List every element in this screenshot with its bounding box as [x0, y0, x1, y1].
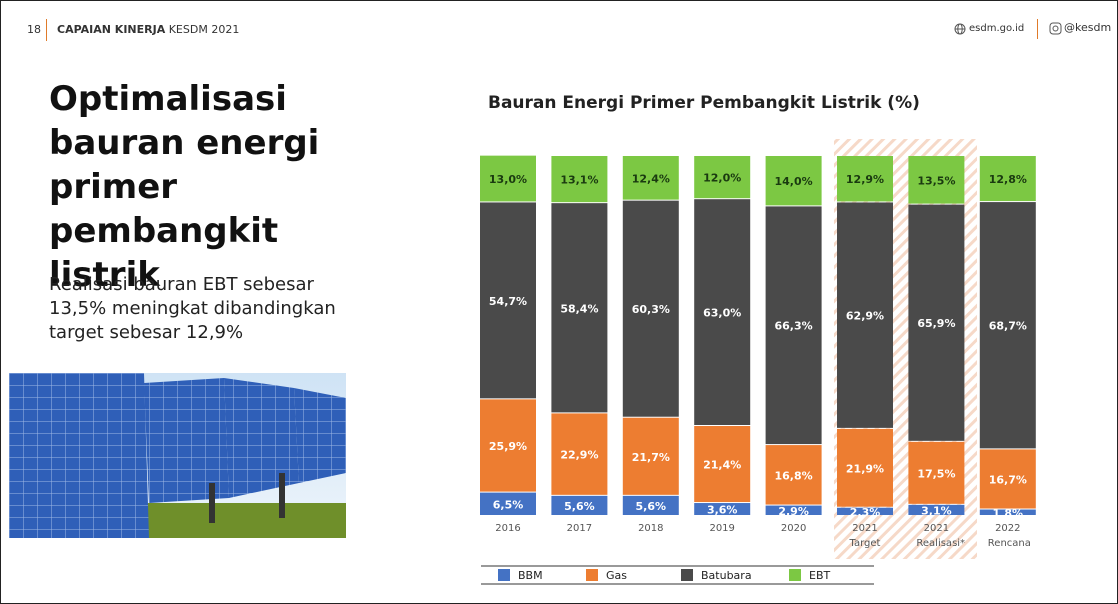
value-label: 21,4%: [703, 459, 741, 472]
value-label: 3,6%: [707, 504, 738, 517]
value-label: 16,7%: [989, 473, 1027, 486]
header-title: CAPAIAN KINERJA KESDM 2021: [57, 23, 239, 36]
value-label: 3,1%: [921, 504, 952, 517]
bar-segment: [908, 204, 965, 441]
description: Realisasi bauran EBT sebesar 13,5% menin…: [49, 274, 336, 343]
value-label: 12,4%: [632, 172, 670, 185]
bar-segment: [837, 428, 893, 507]
value-label: 13,0%: [489, 173, 527, 186]
value-label: 12,8%: [989, 173, 1027, 186]
x-tick-label: 2022 Rencana: [987, 523, 1031, 549]
bar-segment: [551, 495, 608, 515]
globe-icon: [954, 23, 966, 35]
divider: [46, 19, 47, 41]
bar-segment: [908, 441, 965, 504]
bar-segment: [837, 156, 893, 202]
bar-segment: [908, 504, 965, 515]
bar-segment: [480, 155, 536, 202]
value-label: 58,4%: [560, 302, 598, 315]
divider: [1037, 19, 1038, 39]
page-number: 18: [27, 23, 41, 36]
legend-swatch: [681, 569, 693, 581]
x-tick-label: 2021 Target: [849, 523, 881, 549]
value-label: 2,3%: [850, 506, 881, 519]
bar-segment: [622, 495, 679, 515]
bar-segment: [551, 156, 608, 203]
value-label: 60,3%: [632, 303, 670, 316]
value-label: 2,9%: [778, 505, 809, 518]
value-label: 5,6%: [564, 500, 595, 513]
value-label: 63,0%: [703, 307, 741, 320]
value-label: 17,5%: [917, 467, 955, 480]
value-label: 62,9%: [846, 310, 884, 323]
x-tick-label: 2018: [638, 523, 664, 534]
bar-segment: [837, 202, 893, 428]
legend-swatch: [586, 569, 598, 581]
value-label: 12,9%: [846, 173, 884, 186]
value-label: 13,5%: [917, 174, 955, 187]
bar-segment: [765, 445, 822, 505]
value-label: 16,8%: [775, 469, 813, 482]
x-tick-label: 2020: [780, 523, 807, 534]
bar-segment: [694, 426, 751, 503]
x-tick-label: 2019: [709, 523, 735, 534]
heading: Optimalisasi bauran energi primer pemban…: [49, 79, 320, 295]
website: esdm.go.id: [969, 23, 1025, 34]
bar-segment: [480, 492, 536, 515]
value-label: 22,9%: [560, 449, 598, 462]
bar-segment: [979, 509, 1036, 515]
value-label: 21,7%: [632, 451, 670, 464]
value-label: 13,1%: [560, 174, 598, 187]
value-label: 68,7%: [989, 320, 1027, 333]
bar-segment: [908, 156, 965, 204]
legend-label: EBT: [809, 569, 830, 582]
bar-segment: [551, 413, 608, 495]
bar-segment: [551, 203, 608, 413]
bar-segment: [480, 202, 536, 399]
bar-segment: [979, 156, 1036, 202]
value-label: 65,9%: [917, 317, 955, 330]
bar-segment: [765, 156, 822, 206]
value-label: 54,7%: [489, 295, 527, 308]
legend-swatch: [789, 569, 801, 581]
value-label: 12,0%: [703, 172, 741, 185]
header-title-rest: KESDM 2021: [168, 23, 240, 36]
header-title-bold: CAPAIAN KINERJA: [57, 23, 166, 36]
x-tick-label: 2017: [566, 523, 593, 534]
x-tick-label: 2021 Realisasi*: [916, 523, 966, 549]
legend-label: Gas: [606, 569, 627, 582]
value-label: 25,9%: [489, 440, 527, 453]
bar-segment: [765, 505, 822, 515]
social-handle: @kesdm: [1064, 21, 1112, 34]
value-label: 14,0%: [775, 175, 813, 188]
bar-segment: [622, 417, 679, 495]
value-label: 21,9%: [846, 462, 884, 475]
chart-title: Bauran Energi Primer Pembangkit Listrik …: [488, 93, 920, 113]
legend-label: BBM: [518, 569, 543, 582]
bar-segment: [979, 202, 1036, 449]
bar-segment: [694, 156, 751, 199]
x-tick-label: 2016: [495, 523, 521, 534]
value-label: 5,6%: [636, 500, 667, 513]
bar-segment: [480, 399, 536, 492]
bar-segment: [694, 503, 751, 515]
bar-segment: [765, 206, 822, 445]
value-label: 1,8%: [993, 507, 1024, 520]
bar-segment: [837, 507, 893, 515]
bar-segment: [622, 156, 679, 200]
bar-segment: [694, 199, 751, 425]
solar-photo: [9, 373, 346, 538]
bar-segment: [622, 200, 679, 417]
value-label: 66,3%: [775, 320, 813, 333]
bar-segment: [979, 449, 1036, 509]
value-label: 6,5%: [493, 498, 524, 511]
legend-swatch: [498, 569, 510, 581]
legend-label: Batubara: [701, 569, 752, 582]
instagram-icon: [1049, 22, 1062, 35]
